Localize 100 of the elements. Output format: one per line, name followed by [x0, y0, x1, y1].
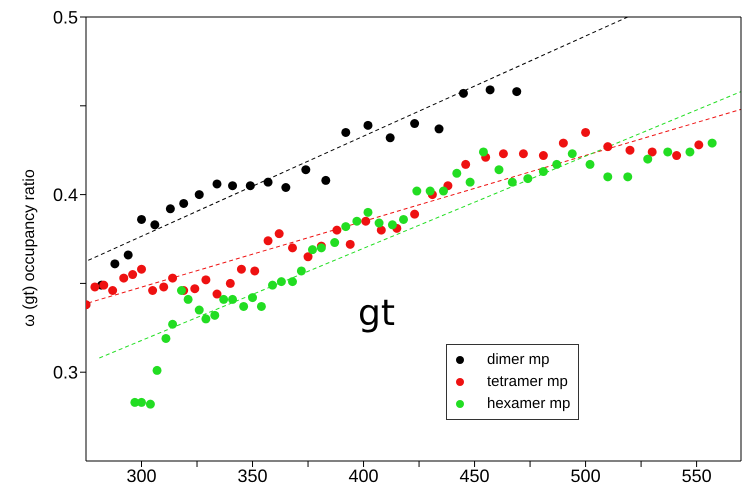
point: [586, 160, 595, 169]
point: [150, 220, 160, 230]
point: [281, 182, 290, 192]
point: [152, 366, 162, 375]
point: [168, 274, 178, 283]
point: [518, 149, 528, 158]
point: [672, 151, 682, 160]
point: [466, 178, 475, 187]
point: [201, 314, 210, 324]
point: [361, 216, 370, 226]
point: [161, 334, 170, 343]
point: [346, 240, 355, 249]
legend-label: hexamer mp: [487, 394, 570, 414]
point: [558, 138, 568, 148]
point: [508, 178, 517, 187]
point: [308, 245, 317, 254]
point: [268, 280, 278, 290]
x-tick-label: 550: [682, 466, 712, 486]
point: [194, 306, 204, 315]
point: [568, 149, 577, 158]
y-tick-label: 0.5: [52, 7, 78, 28]
point: [236, 264, 246, 274]
point: [159, 282, 168, 292]
x-tick-label: 300: [126, 466, 157, 486]
point: [685, 147, 694, 156]
x-tick-label: 500: [570, 466, 601, 486]
point: [623, 172, 632, 182]
point: [363, 208, 372, 217]
point: [250, 266, 260, 276]
y-axis-title: ω (gt) occupancy ratio: [21, 169, 38, 327]
point: [352, 216, 362, 226]
point: [399, 214, 408, 224]
point: [176, 286, 186, 296]
point: [461, 160, 470, 169]
point: [226, 278, 235, 288]
point: [108, 286, 118, 296]
point: [330, 238, 340, 248]
point: [538, 167, 548, 176]
point: [248, 293, 258, 302]
point: [523, 174, 532, 184]
legend-label: dimer mp: [487, 350, 550, 370]
point: [376, 226, 386, 235]
point: [137, 264, 146, 274]
point: [538, 151, 548, 160]
point: [603, 172, 612, 182]
point: [552, 160, 562, 169]
point: [168, 320, 178, 329]
point: [264, 236, 273, 246]
point: [228, 294, 238, 304]
point: [190, 284, 200, 294]
point: [228, 181, 238, 190]
point: [288, 277, 297, 286]
point: [388, 220, 397, 230]
point: [478, 147, 488, 156]
point: [332, 226, 342, 235]
point: [212, 179, 222, 188]
point: [110, 259, 120, 268]
point: [341, 128, 350, 137]
point: [374, 218, 384, 228]
point: [494, 165, 504, 174]
point: [264, 178, 273, 187]
point: [246, 181, 255, 190]
point: [201, 275, 210, 284]
point: [137, 214, 146, 224]
y-tick-label: 0.3: [52, 362, 78, 383]
point: [625, 146, 634, 155]
point: [438, 186, 448, 196]
annotation: gt: [358, 293, 395, 334]
point: [363, 120, 372, 130]
point: [194, 190, 204, 200]
legend-label: tetramer mp: [487, 372, 568, 392]
point: [486, 85, 495, 94]
point: [663, 147, 672, 156]
point: [321, 176, 330, 185]
y-tick-label: 0.4: [52, 184, 78, 205]
point: [256, 302, 266, 311]
point: [296, 266, 306, 276]
point: [434, 124, 444, 134]
point: [341, 222, 350, 232]
point: [301, 165, 310, 174]
point: [648, 147, 657, 156]
point: [426, 186, 435, 196]
point: [137, 398, 146, 407]
point: [124, 250, 133, 260]
point: [212, 290, 222, 299]
point: [603, 142, 612, 152]
point: [410, 119, 420, 128]
point: [304, 252, 313, 262]
x-tick-label: 400: [348, 466, 379, 486]
point: [90, 282, 100, 292]
point: [219, 294, 228, 304]
x-tick-label: 350: [238, 466, 268, 486]
x-tick-label: 450: [460, 466, 490, 486]
point: [166, 204, 175, 214]
point: [288, 243, 297, 252]
point: [708, 138, 717, 148]
point: [184, 294, 193, 304]
point: [276, 277, 286, 286]
point: [581, 128, 590, 137]
point: [210, 310, 220, 320]
